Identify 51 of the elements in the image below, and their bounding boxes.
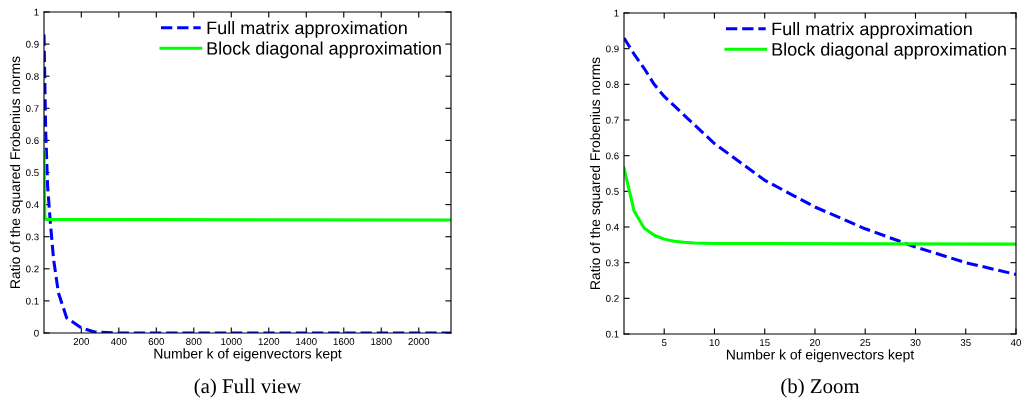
y-tick-label: 0.7 [606,116,619,124]
line-series [44,150,451,222]
y-tick-label: 0.1 [26,297,39,305]
y-tick-label: 0.9 [606,45,619,53]
y-tick-label: 0.5 [606,188,619,195]
y-tick-label: 0 [34,329,39,337]
x-tick-label: 1800 [371,338,392,345]
y-tick-label: 0.2 [26,265,39,273]
x-tick-label: 20 [810,339,820,346]
y-tick-label: 0.8 [26,72,39,80]
line-series [624,166,1016,246]
y-tick-label: 0.6 [26,137,39,145]
y-tick-label: 0.7 [26,105,39,112]
x-tick-label: 400 [110,338,127,345]
x-tick-label: 30 [910,339,921,346]
x-axis-title: Number k of eigenvectors kept [726,349,915,363]
y-tick-label: 0.8 [606,81,619,88]
y-tick-label: 0.2 [606,295,619,302]
x-tick-label: 2000 [408,338,430,345]
x-tick-label: 25 [860,339,871,346]
y-tick-label: 1 [34,8,39,16]
text: (a) Full view [194,378,302,398]
x-tick-label: 600 [148,338,165,345]
y-tick-label: 0.1 [606,330,619,338]
x-tick-label: 1400 [296,338,317,345]
x-tick-label: 40 [1010,339,1022,346]
y-tick-label: 0.4 [606,223,619,231]
x-tick-label: 1000 [221,338,242,345]
legend-label: Block diagonal approximation [207,41,441,59]
legend-label: Block diagonal approximation [772,42,1006,60]
y-tick-label: 0.5 [26,169,39,177]
x-tick-label: 1600 [333,338,355,345]
legend-label: Full matrix approximation [772,22,972,39]
x-tick-label: 5 [661,339,667,346]
y-tick-label: 0.3 [606,259,619,267]
x-tick-label: 200 [73,338,90,345]
y-tick-label: 0.3 [26,233,39,241]
x-tick-label: 10 [709,339,720,346]
y-tick-label: 0.4 [26,201,39,209]
y-axis-title: Ratio of the squared Frobenius norms [589,57,603,289]
x-tick-label: 1200 [258,338,280,345]
y-tick-label: 0.9 [26,40,39,48]
x-tick-label: 800 [186,338,202,345]
x-tick-label: 15 [760,339,770,346]
legend-label: Full matrix approximation [207,21,407,38]
y-axis-title: Ratio of the squared Frobenius norms [9,56,23,288]
y-tick-label: 0.6 [606,152,619,160]
x-tick-label: 35 [960,339,971,346]
x-axis-title: Number k of eigenvectors kept [154,348,342,362]
y-tick-label: 1 [614,9,619,17]
text: (b) Zoom [781,378,860,398]
